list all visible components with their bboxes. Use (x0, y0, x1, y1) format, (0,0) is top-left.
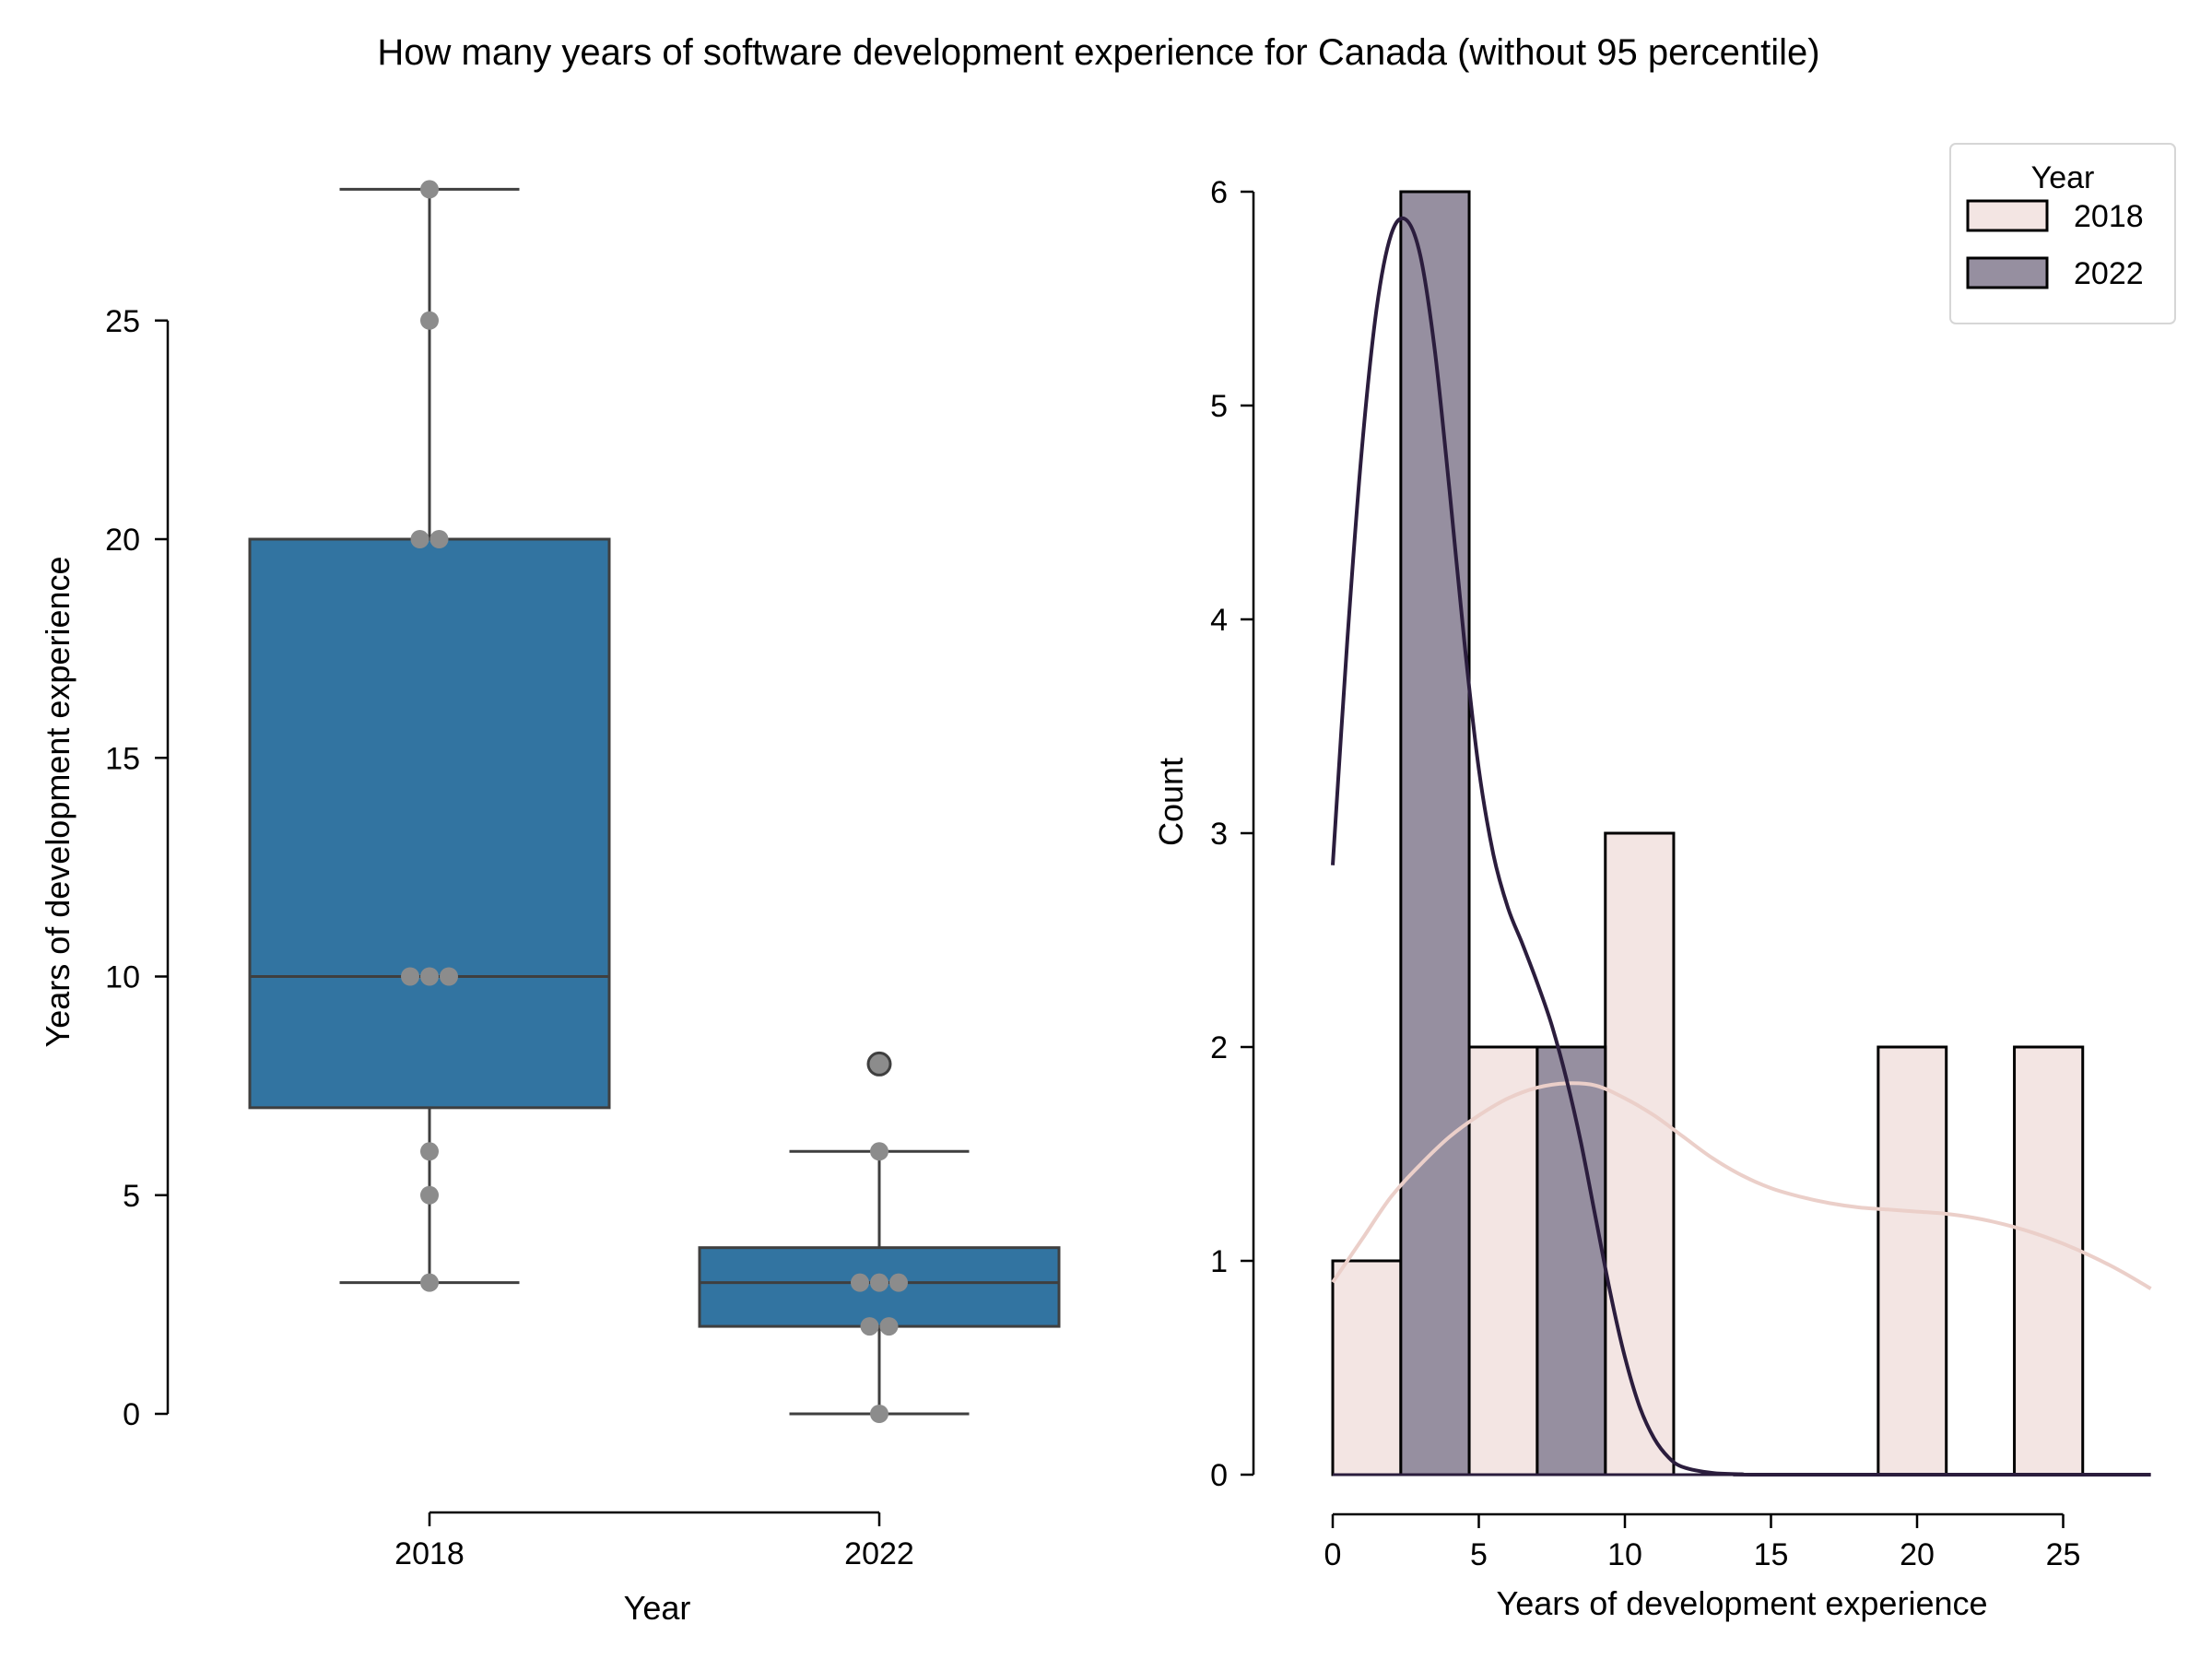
histogram-y-tick-label: 2 (1210, 1030, 1228, 1065)
histogram-x-tick-label: 0 (1324, 1537, 1342, 1572)
swarm-point-2022 (870, 1405, 888, 1423)
histogram-bar-2018 (1467, 1045, 1539, 1477)
box-2018 (248, 537, 611, 1110)
box-plot-boxes (248, 187, 1061, 1416)
swarm-point-2018 (410, 530, 429, 548)
swarm-point-2018 (420, 180, 439, 199)
chart-title: How many years of software development e… (377, 32, 1819, 73)
swarm-point-2022 (870, 1142, 888, 1161)
swarm-point-2018 (420, 311, 439, 330)
kde-line-2022 (1331, 216, 2151, 1477)
histogram-x-tick-label: 15 (1754, 1537, 1789, 1572)
histogram-y-tick-label: 5 (1210, 389, 1228, 424)
swarm-point-2018 (420, 1142, 439, 1161)
legend-swatch-2022 (1966, 256, 2049, 289)
box-plot-x-tick-label: 2018 (394, 1536, 465, 1571)
box-plot-x-axis-label: Year (624, 1589, 691, 1627)
box-plot-points (401, 180, 908, 1423)
histogram-panel: 0 1 2 3 4 5 6 0 5 10 15 20 25 Years of development e… (1152, 143, 2176, 1622)
histogram-axes: 0 1 2 3 4 5 6 0 5 10 15 20 25 (1210, 175, 2151, 1572)
histogram-kde-lines (1331, 216, 2152, 1477)
histogram-bar-2018 (1604, 831, 1676, 1477)
swarm-point-2022 (860, 1317, 879, 1336)
box-plot-axes: 0 5 10 15 20 25 2018 2022 (105, 304, 914, 1571)
histogram-x-tick-label: 10 (1607, 1537, 1642, 1572)
histogram-y-tick-label: 6 (1210, 175, 1228, 210)
swarm-point-2022 (870, 1273, 888, 1292)
histogram-x-tick-label: 5 (1470, 1537, 1488, 1572)
histogram-bar-2018 (1331, 1259, 1403, 1477)
histogram-x-axis-label: Years of development experience (1496, 1584, 1987, 1622)
outlier-point-2022 (866, 1051, 892, 1077)
box-plot-y-axis-label: Years of development experience (39, 556, 76, 1047)
swarm-point-2018 (420, 967, 439, 986)
box-plot-panel: 0 5 10 15 20 25 2018 2022 Year Years of develop… (39, 180, 1061, 1627)
swarm-point-2018 (401, 967, 419, 986)
box-plot-y-tick-label: 10 (105, 960, 140, 995)
box-2022 (698, 1246, 1061, 1328)
histogram-bar-2018 (1877, 1045, 1948, 1477)
box-plot-y-tick-label: 25 (105, 304, 140, 339)
swarm-point-2018 (429, 530, 449, 548)
box-plot-y-tick-label: 5 (123, 1179, 140, 1214)
swarm-point-2022 (851, 1273, 869, 1292)
swarm-point-2022 (879, 1317, 899, 1336)
kde-line-2018 (1331, 1081, 2152, 1290)
histogram-legend: Year 2018 2022 (1949, 143, 2176, 324)
box-plot-y-tick-label: 0 (123, 1397, 140, 1432)
histogram-bar-2018 (2013, 1045, 2085, 1477)
swarm-point-2022 (889, 1273, 908, 1292)
histogram-y-tick-label: 0 (1210, 1458, 1228, 1493)
box-plot-y-tick-label: 20 (105, 523, 140, 558)
swarm-point-2018 (440, 967, 458, 986)
box-plot-x-tick-label: 2022 (844, 1536, 914, 1571)
legend-title: Year (2031, 160, 2095, 195)
histogram-y-tick-label: 3 (1210, 817, 1228, 852)
histogram-y-tick-label: 1 (1210, 1244, 1228, 1279)
histogram-x-tick-label: 25 (2046, 1537, 2081, 1572)
box-plot-y-tick-label: 15 (105, 741, 140, 776)
swarm-point-2018 (420, 1273, 439, 1292)
histogram-bar-2022 (1399, 190, 1471, 1477)
histogram-y-tick-label: 4 (1210, 603, 1228, 638)
histogram-bars (1331, 190, 2085, 1477)
swarm-point-2018 (420, 1185, 439, 1205)
histogram-x-tick-label: 20 (1900, 1537, 1935, 1572)
legend-label-2018: 2018 (2074, 199, 2144, 234)
legend-label-2022: 2022 (2074, 256, 2144, 291)
legend-swatch-2018 (1966, 199, 2049, 232)
histogram-y-axis-label: Count (1152, 758, 1190, 846)
histogram-bar-2022 (1535, 1045, 1607, 1477)
